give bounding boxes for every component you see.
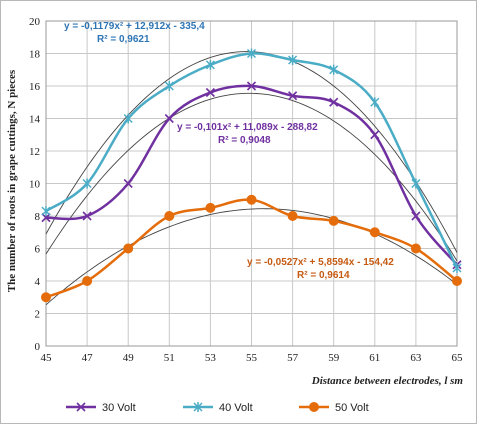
data-point-30-volt: [329, 97, 339, 107]
data-point-50-volt: [246, 194, 257, 205]
data-point-40-volt: [164, 81, 174, 91]
data-point-30-volt: [82, 211, 92, 221]
data-point-40-volt: [288, 55, 298, 65]
data-point-30-volt: [41, 213, 51, 223]
plot-border: [45, 20, 458, 347]
x-tick-label: 55: [246, 352, 258, 364]
series-line-40-volt: [45, 52, 459, 269]
y-tick-label: 10: [29, 179, 41, 191]
r2-40-volt: R² = 0,9621: [97, 34, 150, 45]
data-point-30-volt: [123, 178, 133, 189]
grid-lines: [45, 20, 458, 347]
data-point-50-volt: [164, 211, 175, 221]
equation-40-volt: y = -0,1179x² + 12,912x - 335,4: [64, 21, 205, 32]
legend-item-30-volt: 30 Volt: [66, 402, 136, 414]
x-axis-title: Distance between electrodes, l sm: [311, 375, 464, 387]
y-axis-title: The number of roots in grape cuttings, N…: [6, 69, 18, 292]
x-tick-label: 63: [410, 352, 422, 364]
data-point-30-volt: [164, 113, 174, 124]
trendline-30-volt: [45, 92, 458, 262]
data-point-30-volt: [205, 87, 215, 98]
x-tick-label: 47: [82, 352, 94, 364]
legend-marker-50-volt: [309, 402, 319, 412]
data-point-50-volt: [123, 243, 134, 254]
plot-area: [45, 20, 458, 347]
data-point-40-volt: [41, 206, 51, 217]
x-tick-label: 53: [205, 352, 217, 364]
data-point-50-volt: [369, 227, 380, 238]
series-40-volt: [41, 48, 462, 273]
data-point-50-volt: [41, 292, 51, 303]
equation-30-volt: y = -0,101x² + 11,089x - 288,82: [177, 122, 318, 133]
data-point-50-volt: [82, 276, 93, 286]
legend-label-40-volt: 40 Volt: [219, 402, 253, 414]
data-point-40-volt: [329, 64, 339, 75]
y-tick-label: 14: [29, 114, 41, 126]
y-tick-label: 2: [35, 309, 41, 321]
series-group: [41, 48, 462, 303]
data-point-50-volt: [452, 276, 462, 286]
x-tick-label: 59: [328, 352, 340, 364]
data-point-40-volt: [82, 178, 92, 189]
y-axis-ticks: 0 2 4 6 8 10 12 14 16 18 20: [29, 16, 41, 353]
y-tick-label: 8: [35, 211, 41, 223]
y-tick-label: 0: [35, 341, 41, 353]
y-tick-label: 12: [29, 146, 40, 158]
series-50-volt: [41, 194, 462, 303]
legend-marker-30-volt: [76, 402, 86, 412]
data-point-40-volt: [123, 113, 133, 124]
data-point-30-volt: [370, 130, 380, 140]
legend-label-50-volt: 50 Volt: [335, 402, 369, 414]
x-tick-label: 61: [369, 352, 380, 364]
series-30-volt: [41, 81, 462, 270]
x-axis-ticks: 45 47 49 51 53 55 57 59 61 63 65: [41, 352, 464, 364]
data-point-30-volt: [288, 91, 298, 101]
x-tick-label: 65: [452, 352, 464, 364]
data-point-50-volt: [287, 211, 298, 221]
r2-50-volt: R² = 0,9614: [297, 270, 350, 281]
y-tick-label: 4: [35, 276, 41, 288]
data-point-50-volt: [205, 202, 216, 213]
data-point-40-volt: [205, 59, 215, 70]
x-tick-label: 45: [41, 352, 53, 364]
data-point-40-volt: [452, 263, 462, 273]
legend-item-50-volt: 50 Volt: [299, 402, 369, 414]
legend-marker-40-volt: [193, 402, 203, 412]
y-tick-label: 20: [29, 16, 41, 28]
data-point-40-volt: [411, 178, 421, 189]
r2-30-volt: R² = 0,9048: [218, 135, 271, 146]
legend-item-40-volt: 40 Volt: [183, 402, 253, 414]
legend: 30 Volt 40 Volt 50 Volt: [66, 402, 369, 414]
y-tick-label: 6: [35, 244, 41, 256]
x-tick-label: 57: [287, 352, 299, 364]
data-point-40-volt: [246, 48, 257, 59]
x-tick-label: 49: [123, 352, 135, 364]
data-point-30-volt: [411, 211, 421, 221]
trendline-50-volt: [45, 208, 458, 306]
y-tick-label: 16: [29, 81, 41, 93]
equation-50-volt: y = -0,0527x² + 5,8594x - 154,42: [247, 257, 394, 268]
x-tick-label: 51: [164, 352, 175, 364]
data-point-30-volt: [246, 81, 257, 91]
y-tick-label: 18: [29, 49, 41, 61]
legend-label-30-volt: 30 Volt: [102, 402, 136, 414]
data-point-50-volt: [328, 215, 339, 226]
data-point-40-volt: [370, 97, 380, 108]
data-point-50-volt: [410, 243, 421, 254]
